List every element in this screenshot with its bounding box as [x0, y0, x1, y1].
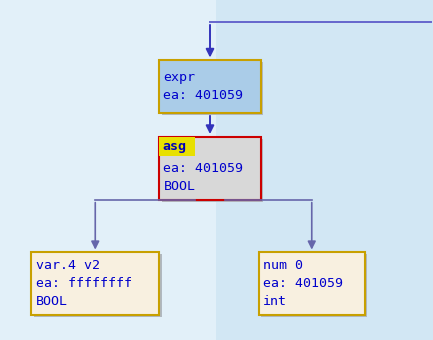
FancyBboxPatch shape — [261, 254, 367, 318]
FancyBboxPatch shape — [162, 63, 263, 115]
Text: asg: asg — [163, 140, 187, 153]
Text: expr
ea: 401059: expr ea: 401059 — [164, 71, 243, 102]
FancyBboxPatch shape — [162, 139, 263, 202]
Text: var.4 v2
ea: ffffffff
BOOL: var.4 v2 ea: ffffffff BOOL — [36, 259, 132, 308]
Text: ea: 401059
BOOL: ea: 401059 BOOL — [164, 162, 243, 193]
FancyBboxPatch shape — [34, 254, 162, 318]
FancyBboxPatch shape — [159, 137, 196, 156]
FancyBboxPatch shape — [159, 61, 261, 113]
FancyBboxPatch shape — [159, 137, 261, 200]
Text: num 0
ea: 401059
int: num 0 ea: 401059 int — [263, 259, 343, 308]
FancyBboxPatch shape — [32, 252, 159, 316]
FancyBboxPatch shape — [259, 252, 365, 316]
